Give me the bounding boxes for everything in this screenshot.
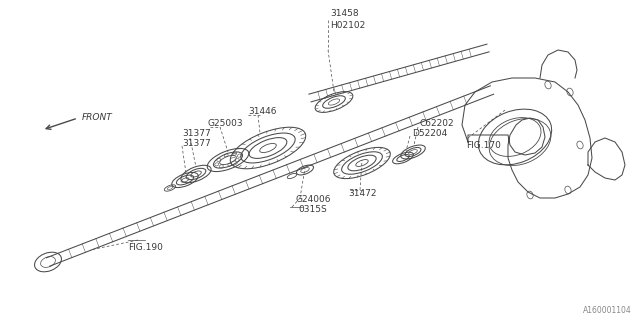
Text: FIG.190: FIG.190 [128, 244, 163, 252]
Text: H02102: H02102 [330, 20, 365, 29]
Text: 31377: 31377 [182, 130, 211, 139]
Text: D52204: D52204 [412, 130, 447, 139]
Text: 31458: 31458 [330, 10, 358, 19]
Text: FRONT: FRONT [82, 113, 113, 122]
Text: 0315S: 0315S [298, 205, 327, 214]
Text: 31377: 31377 [182, 139, 211, 148]
Text: 31472: 31472 [348, 188, 376, 197]
Text: G25003: G25003 [207, 118, 243, 127]
Text: G24006: G24006 [296, 196, 332, 204]
Text: C62202: C62202 [420, 119, 454, 129]
Text: 31446: 31446 [248, 108, 276, 116]
Text: A160001104: A160001104 [583, 306, 632, 315]
Text: FIG.170: FIG.170 [466, 141, 501, 150]
